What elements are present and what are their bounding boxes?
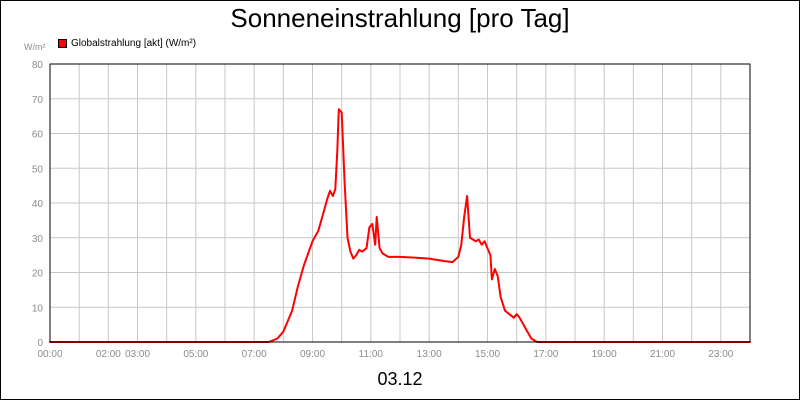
y-tick-label: 60 [32, 130, 44, 141]
legend: Globalstrahlung [akt] (W/m²) [58, 38, 196, 49]
series-line-globalstrahlung [49, 108, 751, 343]
x-tick-label: 09:00 [300, 349, 325, 360]
x-tick-label: 03:00 [125, 349, 150, 360]
x-tick-label: 05:00 [183, 349, 208, 360]
y-tick-label: 80 [32, 60, 44, 71]
y-tick-label: 70 [32, 95, 44, 106]
x-tick-label: 19:00 [592, 349, 617, 360]
chart-title: Sonneneinstrahlung [pro Tag] [230, 3, 570, 33]
y-tick-label: 40 [32, 199, 44, 210]
y-tick-label: 0 [37, 338, 43, 349]
x-tick-label: 17:00 [533, 349, 558, 360]
date-label: 03.12 [377, 369, 423, 389]
y-tick-label: 50 [32, 164, 44, 175]
x-tick-label: 15:00 [475, 349, 500, 360]
x-tick-label: 21:00 [650, 349, 675, 360]
axis-tick-labels: 0 10 20 30 40 50 60 70 80 00:00 02:00 03:00 05:00 07:… [32, 60, 734, 360]
x-tick-label: 13:00 [417, 349, 442, 360]
grid-lines [50, 64, 750, 342]
legend-swatch [58, 39, 67, 48]
y-tick-label: 30 [32, 234, 44, 245]
y-axis-unit-label: W/m² [24, 42, 46, 52]
y-tick-label: 20 [32, 269, 44, 280]
series-layer [49, 108, 751, 343]
x-tick-label: 07:00 [242, 349, 267, 360]
y-tick-label: 10 [32, 303, 44, 314]
legend-label: Globalstrahlung [akt] (W/m²) [71, 38, 197, 49]
x-tick-label: 11:00 [359, 349, 384, 360]
plot-border [49, 63, 751, 343]
x-tick-label: 00:00 [37, 349, 62, 360]
x-tick-label: 02:00 [96, 349, 121, 360]
x-tick-label: 23:00 [708, 349, 733, 360]
